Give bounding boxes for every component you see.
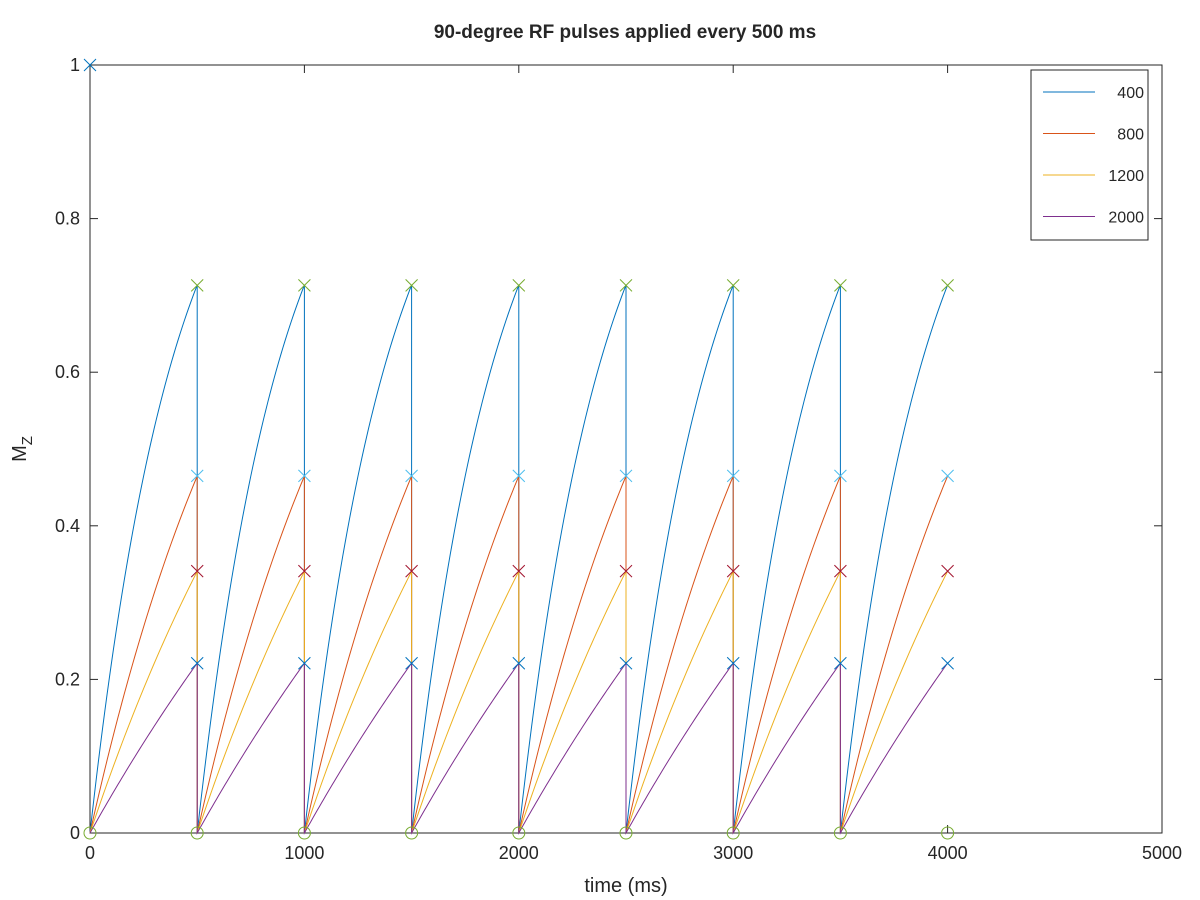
- peak-marker-1200: [298, 564, 311, 578]
- peak-marker-400: [834, 279, 847, 292]
- x-tick-label: 4000: [928, 843, 968, 863]
- y-tick-label: 0.8: [55, 209, 80, 229]
- x-tick-label: 2000: [499, 843, 539, 863]
- post-pulse-marker: [190, 826, 204, 840]
- peak-marker-1200: [834, 564, 847, 578]
- y-tick-label: 0.6: [55, 362, 80, 382]
- peak-marker-2000: [405, 656, 418, 670]
- y-tick-label: 0: [70, 823, 80, 843]
- peak-marker-800: [834, 469, 847, 483]
- peak-marker-1200: [405, 564, 418, 578]
- peak-marker-1200: [512, 564, 526, 578]
- y-tick-label: 0.2: [55, 669, 80, 689]
- peak-marker-2000: [619, 656, 633, 670]
- post-pulse-marker: [297, 826, 311, 840]
- legend: 400 800 1200 2000: [1030, 69, 1149, 241]
- peak-marker-800: [298, 469, 311, 483]
- peak-marker-800: [190, 469, 204, 483]
- peak-marker-400: [190, 279, 204, 292]
- x-axis-label: time (ms): [584, 875, 667, 897]
- peak-marker-1200: [619, 564, 633, 578]
- peak-marker-1200: [190, 564, 204, 578]
- peak-marker-800: [405, 469, 418, 483]
- markers-layer: [83, 58, 955, 840]
- peak-marker-2000: [298, 656, 311, 670]
- peak-marker-2000: [512, 656, 526, 670]
- peak-marker-800: [512, 469, 526, 483]
- y-tick-label: 1: [70, 55, 80, 75]
- legend-label-2000: 2000: [1108, 210, 1144, 227]
- peak-marker-2000: [941, 656, 954, 670]
- post-pulse-marker: [83, 826, 97, 840]
- axis-ticks: 0 1000 2000 3000 4000 5000 0 0.2 0.4 0.6 0.8 1: [55, 55, 1182, 863]
- y-tick-label: 0.4: [55, 516, 80, 536]
- peak-marker-800: [941, 469, 954, 483]
- peak-marker-2000: [726, 656, 740, 670]
- x-tick-label: 5000: [1142, 843, 1182, 863]
- peak-marker-800: [726, 469, 740, 483]
- series-line-2000: [89, 661, 949, 835]
- post-pulse-marker: [405, 826, 419, 840]
- post-pulse-marker: [619, 826, 633, 840]
- chart-title: 90-degree RF pulses applied every 500 ms: [434, 22, 816, 43]
- peak-marker-2000: [190, 656, 204, 670]
- peak-marker-400: [512, 279, 526, 292]
- legend-label-800: 800: [1117, 127, 1144, 144]
- x-tick-label: 1000: [284, 843, 324, 863]
- peak-marker-2000: [834, 656, 847, 670]
- series-layer: [89, 284, 949, 835]
- post-pulse-marker: [512, 826, 526, 840]
- legend-label-1200: 1200: [1108, 168, 1144, 185]
- peak-marker-400: [619, 279, 633, 292]
- peak-marker-400: [726, 279, 740, 292]
- legend-box: [1030, 69, 1149, 241]
- post-pulse-marker: [833, 826, 847, 840]
- peak-marker-400: [298, 279, 311, 292]
- peak-marker-1200: [726, 564, 740, 578]
- y-axis-label: MZ: [9, 436, 36, 462]
- legend-label-400: 400: [1117, 85, 1144, 102]
- peak-marker-800: [619, 469, 633, 483]
- initial-mz-marker: [83, 58, 97, 72]
- peak-marker-400: [941, 279, 954, 292]
- peak-marker-1200: [941, 564, 954, 578]
- peak-marker-400: [405, 279, 418, 292]
- x-tick-label: 0: [85, 843, 95, 863]
- post-pulse-marker: [726, 826, 740, 840]
- x-tick-label: 3000: [713, 843, 753, 863]
- post-pulse-marker: [941, 826, 955, 840]
